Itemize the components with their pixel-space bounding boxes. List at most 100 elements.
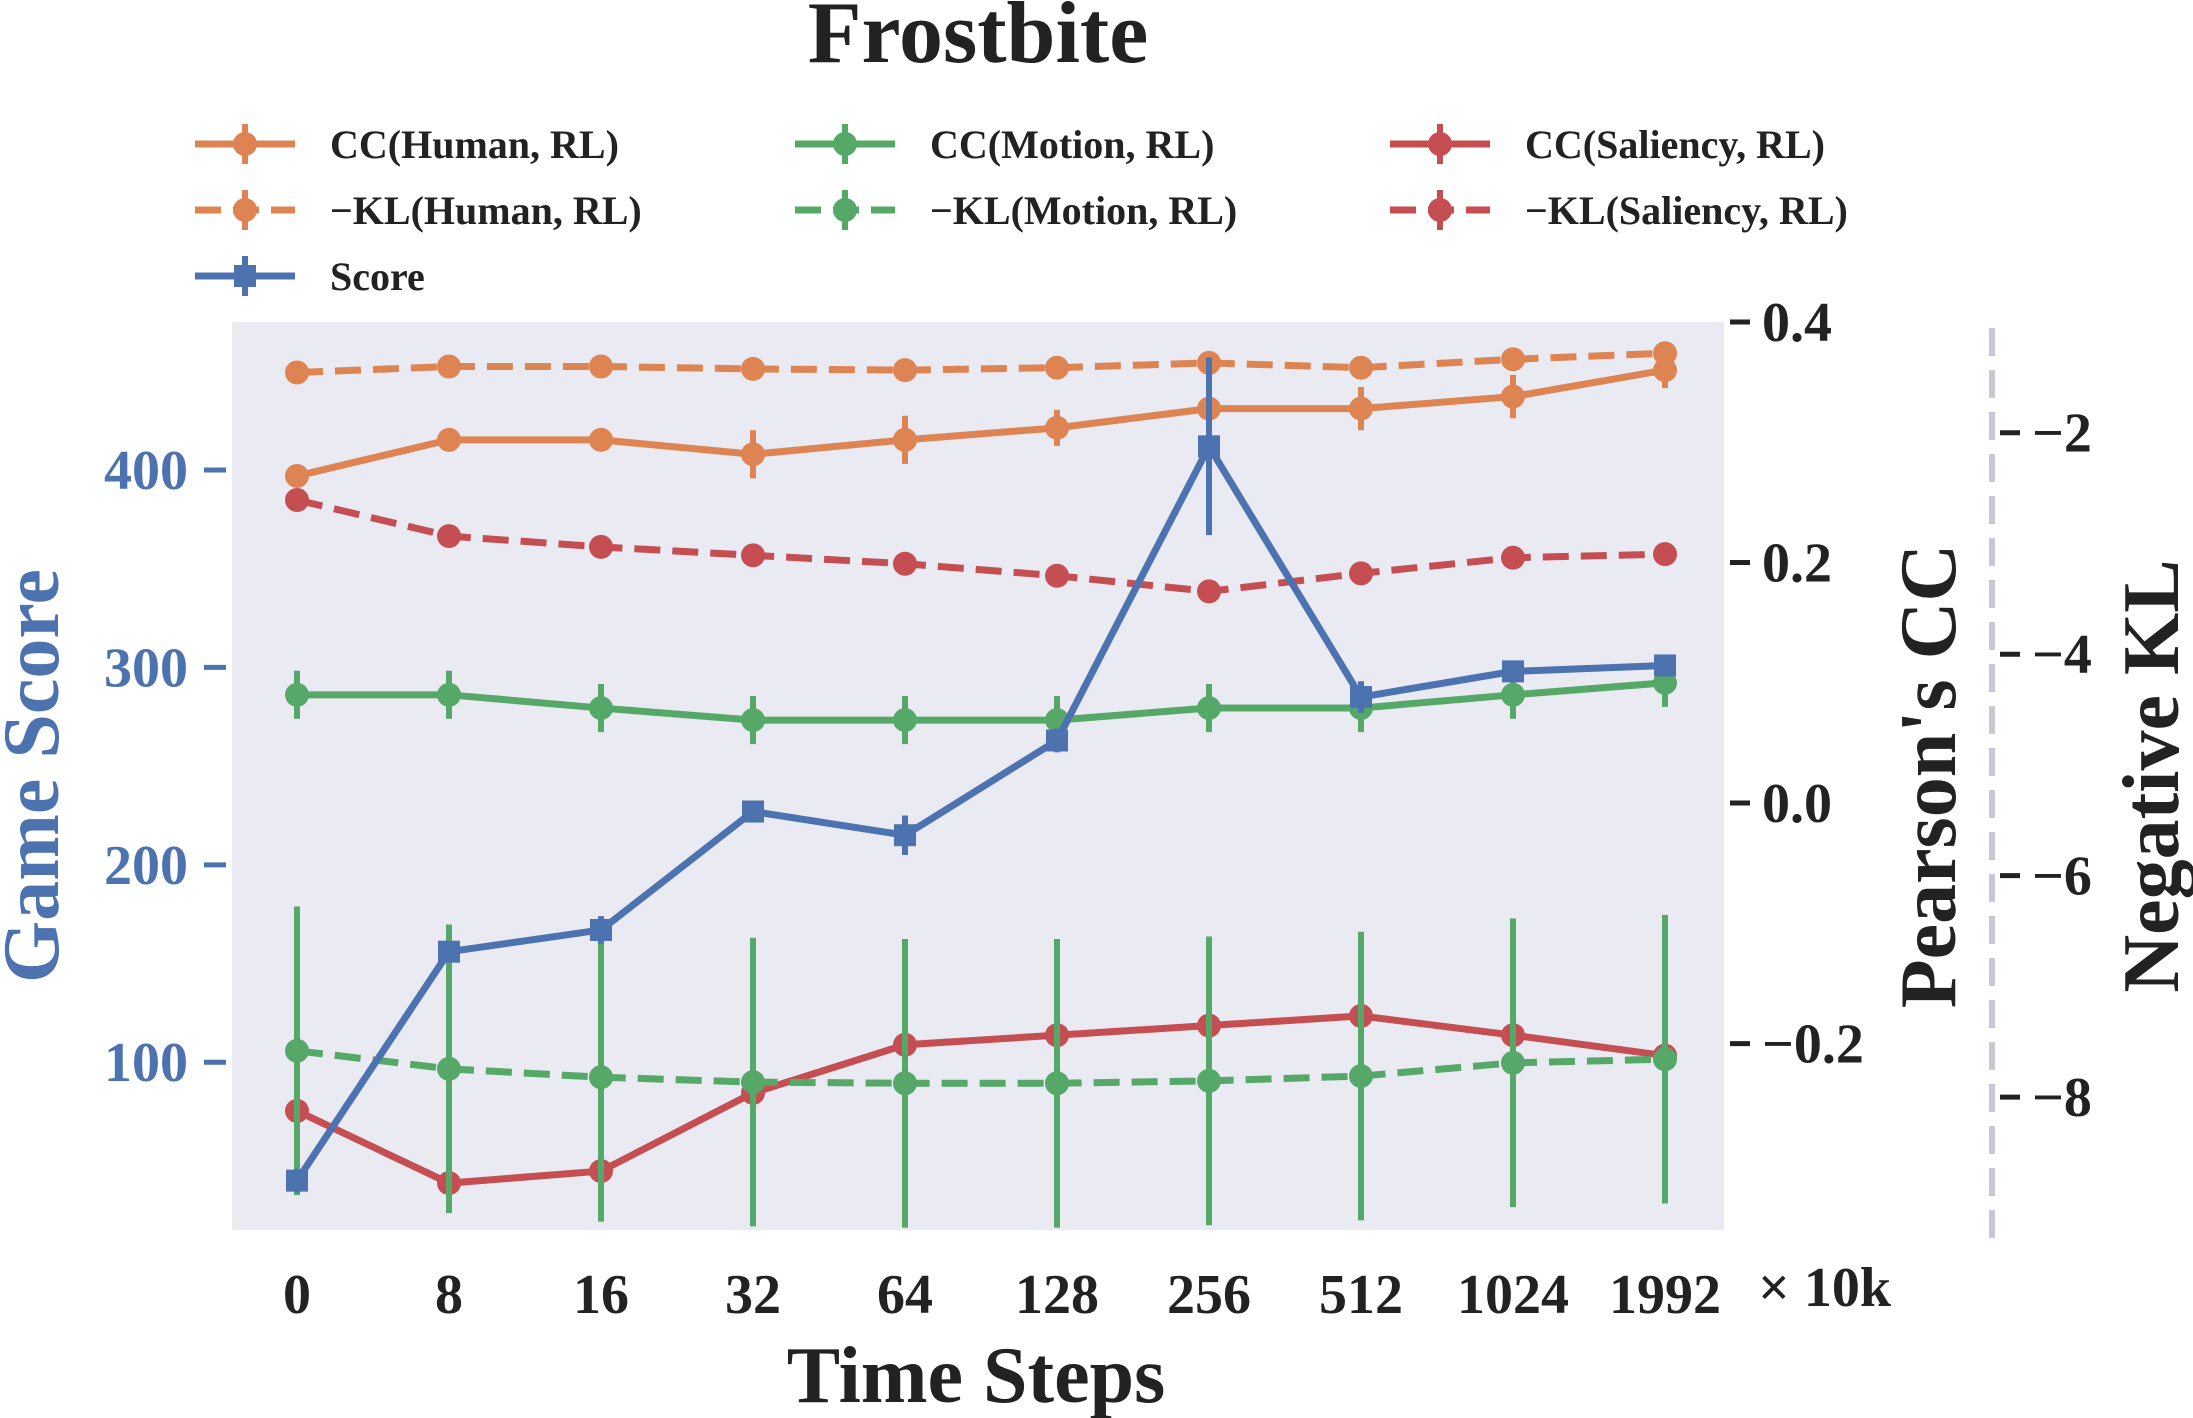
far-right-tick-label: −2 xyxy=(2032,403,2092,465)
data-point xyxy=(1653,358,1677,383)
data-point xyxy=(1197,696,1221,721)
data-point xyxy=(1349,561,1373,586)
x-tick-label: 0 xyxy=(283,1264,311,1326)
data-point xyxy=(1501,384,1525,409)
right-axis-label: Pearson's CC xyxy=(1885,544,1973,1008)
data-point xyxy=(1349,396,1373,421)
data-point xyxy=(741,1070,765,1095)
left-axis-label: Game Score xyxy=(0,569,76,983)
data-point xyxy=(1045,415,1069,440)
data-point xyxy=(1197,1068,1221,1093)
right-axis: −0.2 0.0 0.2 0.4 xyxy=(1730,292,1864,1076)
right-tick-label: 0.0 xyxy=(1762,773,1832,835)
x-tick-label: 1024 xyxy=(1457,1264,1569,1326)
data-point xyxy=(1501,545,1525,570)
series-line xyxy=(296,1047,1666,1087)
data-point xyxy=(893,708,917,733)
data-point xyxy=(893,551,917,576)
x-tick-label: 128 xyxy=(1015,1264,1099,1326)
data-point xyxy=(437,427,461,452)
series-line xyxy=(294,442,1666,1183)
legend-item: Score xyxy=(195,254,425,299)
legend-item: −KL(Human, RL) xyxy=(195,188,642,233)
data-point xyxy=(1653,670,1677,695)
right-tick-label: 0.2 xyxy=(1762,533,1832,595)
legend-label: −KL(Motion, RL) xyxy=(930,188,1237,233)
legend-label: CC(Saliency, RL) xyxy=(1525,122,1825,167)
legend-marker xyxy=(1428,198,1452,222)
data-point xyxy=(894,824,916,847)
legend-label: CC(Motion, RL) xyxy=(930,122,1214,167)
x-tick-label: 8 xyxy=(435,1264,463,1326)
x-axis: 0 8 16 32 64 128 256 512 1024 1992 xyxy=(283,1264,1721,1326)
legend-label: −KL(Human, RL) xyxy=(330,188,642,233)
series-layer xyxy=(285,341,1677,1228)
legend-item: −KL(Saliency, RL) xyxy=(1390,188,1848,233)
data-point xyxy=(438,940,460,963)
series-cc-human-rl xyxy=(285,352,1677,488)
data-point xyxy=(285,463,309,488)
data-point xyxy=(1350,686,1372,709)
series-line xyxy=(295,1012,1666,1187)
data-point xyxy=(741,543,765,568)
data-point xyxy=(589,534,613,559)
data-point xyxy=(742,800,764,823)
chart-title: Frostbite xyxy=(808,0,1149,82)
left-tick-label: 300 xyxy=(104,637,188,699)
far-right-axis-label: Negative KL xyxy=(2108,559,2193,992)
data-point xyxy=(1349,355,1373,380)
series-line xyxy=(296,496,1666,595)
data-point xyxy=(285,487,309,512)
data-point xyxy=(893,427,917,452)
data-point xyxy=(1198,435,1220,458)
legend-item: −KL(Motion, RL) xyxy=(795,188,1237,233)
legend-item: CC(Human, RL) xyxy=(195,122,619,167)
data-point xyxy=(437,682,461,707)
legend-label: CC(Human, RL) xyxy=(330,122,619,167)
data-point xyxy=(286,1169,308,1192)
data-point xyxy=(1502,660,1524,683)
left-axis: 100 200 300 400 xyxy=(104,440,226,1094)
legend-label: Score xyxy=(330,254,425,299)
legend: CC(Human, RL) CC(Motion, RL) CC(Saliency, … xyxy=(195,122,1848,299)
x-tick-label: 64 xyxy=(877,1264,933,1326)
legend-marker xyxy=(233,132,257,156)
data-point xyxy=(589,427,613,452)
x-tick-label: 512 xyxy=(1319,1264,1403,1326)
data-point xyxy=(741,708,765,733)
series-kl-saliency-rl xyxy=(285,487,1677,604)
series-score xyxy=(286,357,1676,1193)
legend-marker xyxy=(233,198,257,222)
data-point xyxy=(1653,542,1677,567)
data-point xyxy=(589,696,613,721)
data-point xyxy=(893,1071,917,1096)
data-point xyxy=(1349,1064,1373,1089)
legend-marker xyxy=(1428,132,1452,156)
legend-marker xyxy=(833,198,857,222)
plot-area xyxy=(232,322,1724,1230)
data-point xyxy=(1654,654,1676,677)
right-tick-label: 0.4 xyxy=(1762,292,1832,354)
x-tick-label: 16 xyxy=(573,1264,629,1326)
left-tick-label: 100 xyxy=(104,1032,188,1094)
data-point xyxy=(1653,1047,1677,1072)
legend-label: −KL(Saliency, RL) xyxy=(1525,188,1848,233)
x-offset-label: × 10k xyxy=(1758,1257,1892,1319)
legend-marker xyxy=(833,132,857,156)
legend-item: CC(Saliency, RL) xyxy=(1390,122,1825,167)
data-point xyxy=(1501,347,1525,372)
series-kl-motion-rl xyxy=(285,906,1677,1228)
data-point xyxy=(285,1038,309,1063)
far-right-tick-label: −4 xyxy=(2032,624,2092,686)
far-right-tick-label: −6 xyxy=(2032,846,2092,908)
data-point xyxy=(437,1056,461,1081)
data-point xyxy=(893,358,917,383)
data-point xyxy=(1197,579,1221,604)
far-right-axis: −2 −4 −6 −8 xyxy=(1989,328,2092,1238)
left-tick-label: 200 xyxy=(104,835,188,897)
x-tick-label: 1992 xyxy=(1609,1264,1721,1326)
x-axis-label: Time Steps xyxy=(787,1332,1166,1418)
data-point xyxy=(1501,1050,1525,1075)
series-line xyxy=(297,679,1666,724)
